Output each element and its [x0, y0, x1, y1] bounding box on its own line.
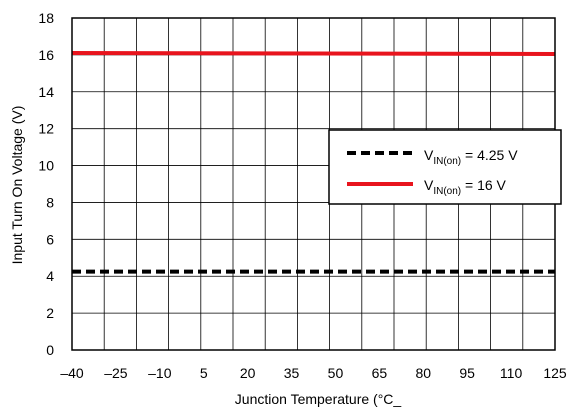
x-tick-label: 65 [372, 365, 388, 381]
x-tick-label: 5 [200, 365, 208, 381]
x-tick-label: 35 [284, 365, 300, 381]
x-tick-label: 95 [459, 365, 475, 381]
x-tick-label: 80 [415, 365, 431, 381]
y-tick-label: 14 [38, 84, 54, 100]
y-tick-label: 10 [38, 158, 54, 174]
legend-entry-2: VIN(on) = 16 V [424, 177, 507, 197]
legend-entry-1: VIN(on) = 4.25 V [424, 147, 518, 167]
y-tick-label: 2 [46, 305, 54, 321]
y-axis-label: Input Turn On Voltage (V) [9, 106, 25, 265]
x-tick-label: 125 [543, 365, 567, 381]
y-tick-label: 0 [46, 342, 54, 358]
x-tick-label: –25 [104, 365, 128, 381]
legend-entry-1-sub: IN(on) [433, 156, 461, 167]
y-tick-label: 6 [46, 231, 54, 247]
y-tick-label: 18 [38, 10, 54, 26]
x-tick-label: 50 [328, 365, 344, 381]
x-tick-label: 110 [500, 365, 523, 381]
legend-entry-1-suffix: = 4.25 V [461, 147, 518, 163]
y-tick-label: 8 [46, 194, 54, 210]
y-tick-label: 12 [38, 121, 54, 137]
x-tick-label: –40 [60, 365, 84, 381]
legend-entry-2-sub: IN(on) [433, 186, 461, 197]
legend-entry-1-main: V [424, 147, 434, 163]
y-tick-label: 4 [46, 268, 54, 284]
x-tick-labels: –40 –25 –10 5 20 35 50 65 80 95 110 125 [60, 365, 567, 381]
series-layer [71, 51, 556, 274]
legend-entry-2-main: V [424, 177, 434, 193]
x-tick-label: –10 [148, 365, 172, 381]
legend-box [328, 129, 562, 205]
legend-entry-2-suffix: = 16 V [461, 177, 506, 193]
series-line-16v [71, 51, 556, 56]
x-tick-label: 20 [240, 365, 256, 381]
x-axis-label: Junction Temperature (°C_ [235, 391, 402, 407]
y-tick-label: 16 [38, 47, 54, 63]
legend: VIN(on) = 4.25 V VIN(on) = 16 V [328, 129, 562, 205]
y-tick-labels: 0 2 4 6 8 10 12 14 16 18 [38, 10, 54, 358]
